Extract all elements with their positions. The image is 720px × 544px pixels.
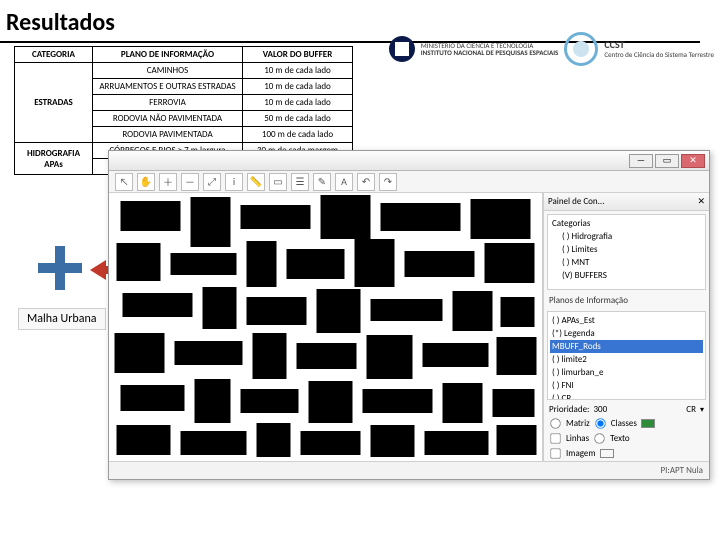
- table-cell: 50 m de cada lado: [243, 111, 353, 127]
- redo-icon[interactable]: ↷: [379, 173, 397, 191]
- logo-bar: MINISTÉRIO DA CIÊNCIA E TECNOLOGIA INSTI…: [389, 32, 714, 66]
- table-cell: 10 m de cada lado: [243, 95, 353, 111]
- list-item-selected[interactable]: MBUFF_Rods: [550, 340, 703, 353]
- color-swatch-icon[interactable]: [641, 419, 655, 428]
- table-cell: 10 m de cada lado: [243, 79, 353, 95]
- table-cell: CAMINHOS: [93, 63, 243, 79]
- table-cell: ARRUAMENTOS E OUTRAS ESTRADAS: [93, 79, 243, 95]
- zoom-in-icon[interactable]: ＋: [159, 173, 177, 191]
- list-item[interactable]: ( ) FNI: [550, 379, 703, 392]
- planos-list[interactable]: ( ) APAs_Est (*) Legenda MBUFF_Rods ( ) …: [547, 311, 706, 400]
- cr-label: CR: [686, 404, 696, 415]
- list-item[interactable]: ( ) limite2: [550, 353, 703, 366]
- table-cell: 10 m de cada lado: [243, 63, 353, 79]
- malha-urbana-label: Malha Urbana: [18, 308, 106, 330]
- gis-toolbar: ↖ ✋ ＋ － ⤢ i 📏 ▭ ☰ ✎ A ↶ ↷: [109, 171, 709, 193]
- pointer-icon[interactable]: ↖: [115, 173, 133, 191]
- cat-hidrografia: HIDROGRAFIA APAs: [15, 143, 93, 175]
- radio-matriz-label: Matriz: [566, 418, 590, 429]
- map-raster-icon: [109, 193, 542, 461]
- inpe-logo-text: MINISTÉRIO DA CIÊNCIA E TECNOLOGIA INSTI…: [421, 42, 559, 57]
- draw-icon[interactable]: ✎: [313, 173, 331, 191]
- check-imagem-label: Imagem: [566, 448, 596, 459]
- check-imagem[interactable]: [550, 448, 560, 458]
- check-linhas[interactable]: [550, 433, 560, 443]
- gis-window: — ▭ ✕ ↖ ✋ ＋ － ⤢ i 📏 ▭ ☰ ✎ A ↶ ↷: [108, 150, 710, 480]
- plus-arrow-graphic: [38, 246, 82, 290]
- radio-classes[interactable]: [595, 418, 605, 428]
- status-bar: PI:APT Nula: [109, 461, 709, 479]
- panel-title: Painel de Con...: [548, 196, 604, 207]
- map-canvas[interactable]: [109, 193, 543, 461]
- col-plano: PLANO DE INFORMAÇÃO: [93, 47, 243, 63]
- control-panel: Painel de Con... ✕ Categorias ( ) Hidrog…: [543, 193, 709, 461]
- radio-matriz[interactable]: [550, 418, 560, 428]
- zoom-out-icon[interactable]: －: [181, 173, 199, 191]
- panel-close-icon[interactable]: ✕: [697, 196, 705, 207]
- ccst-logo-text: CCST Centro de Ciência do Sistema Terres…: [604, 40, 714, 58]
- ccst-line2: Centro de Ciência do Sistema Terrestre: [604, 51, 714, 58]
- table-cell: FERROVIA: [93, 95, 243, 111]
- zoom-full-icon[interactable]: ⤢: [203, 173, 221, 191]
- check-linhas-label: Linhas: [566, 433, 589, 444]
- cat-estradas: ESTRADAS: [15, 63, 93, 143]
- planos-label: Planos de Informação: [544, 293, 709, 308]
- radio-classes-label: Classes: [611, 418, 637, 429]
- list-item[interactable]: ( ) APAs_Est: [550, 314, 703, 327]
- window-maximize-button[interactable]: ▭: [655, 154, 679, 168]
- table-cell: RODOVIA PAVIMENTADA: [93, 127, 243, 143]
- plus-icon: [38, 246, 82, 290]
- tree-item[interactable]: (V) BUFFERS: [550, 269, 703, 282]
- table-cell: RODOVIA NÃO PAVIMENTADA: [93, 111, 243, 127]
- col-categoria: CATEGORIA: [15, 47, 93, 63]
- radio-texto[interactable]: [594, 433, 604, 443]
- text-icon[interactable]: A: [335, 173, 353, 191]
- window-titlebar[interactable]: — ▭ ✕: [109, 151, 709, 171]
- ccst-logo-icon: [564, 32, 598, 66]
- layer-icon[interactable]: ☰: [291, 173, 309, 191]
- status-text: PI:APT Nula: [661, 465, 703, 476]
- select-icon[interactable]: ▭: [269, 173, 287, 191]
- pan-icon[interactable]: ✋: [137, 173, 155, 191]
- measure-icon[interactable]: 📏: [247, 173, 265, 191]
- prioridade-label: Prioridade:: [549, 404, 589, 415]
- list-item[interactable]: ( ) limurban_e: [550, 366, 703, 379]
- radio-texto-label: Texto: [610, 433, 630, 444]
- panel-header[interactable]: Painel de Con... ✕: [544, 193, 709, 211]
- window-minimize-button[interactable]: —: [629, 154, 653, 168]
- color-swatch-icon[interactable]: [600, 449, 614, 458]
- ccst-line1: CCST: [604, 40, 714, 51]
- chevron-down-icon[interactable]: ▾: [700, 405, 704, 415]
- col-valor: VALOR DO BUFFER: [243, 47, 353, 63]
- tree-item[interactable]: ( ) Limites: [550, 243, 703, 256]
- inpe-logo-icon: [389, 36, 415, 62]
- arrow-left-icon: [90, 260, 106, 280]
- list-item[interactable]: ( ) CR: [550, 392, 703, 400]
- category-tree[interactable]: Categorias ( ) Hidrografia ( ) Limites (…: [547, 214, 706, 290]
- tree-item[interactable]: ( ) MNT: [550, 256, 703, 269]
- list-item[interactable]: (*) Legenda: [550, 327, 703, 340]
- undo-icon[interactable]: ↶: [357, 173, 375, 191]
- window-close-button[interactable]: ✕: [681, 154, 705, 168]
- tree-root[interactable]: Categorias: [550, 217, 703, 230]
- inpe-text: INSTITUTO NACIONAL DE PESQUISAS ESPACIAI…: [421, 49, 559, 56]
- prioridade-value: 300: [593, 404, 607, 415]
- info-icon[interactable]: i: [225, 173, 243, 191]
- table-cell: 100 m de cada lado: [243, 127, 353, 143]
- tree-item[interactable]: ( ) Hidrografia: [550, 230, 703, 243]
